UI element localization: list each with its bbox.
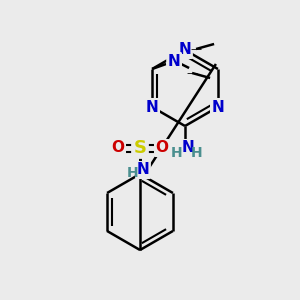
Text: —: — <box>190 44 202 54</box>
Text: N: N <box>212 100 224 115</box>
Text: O: O <box>112 140 124 155</box>
Text: O: O <box>155 140 169 155</box>
Text: Cl: Cl <box>133 143 147 157</box>
Text: S: S <box>134 139 146 157</box>
Text: N: N <box>168 53 181 68</box>
Text: N: N <box>182 140 194 155</box>
Text: H: H <box>171 146 183 160</box>
Text: H: H <box>127 166 139 180</box>
Text: —: — <box>187 68 198 78</box>
Text: N: N <box>146 100 158 115</box>
Text: N: N <box>136 163 149 178</box>
Text: N: N <box>178 43 191 58</box>
Text: H: H <box>191 146 203 160</box>
